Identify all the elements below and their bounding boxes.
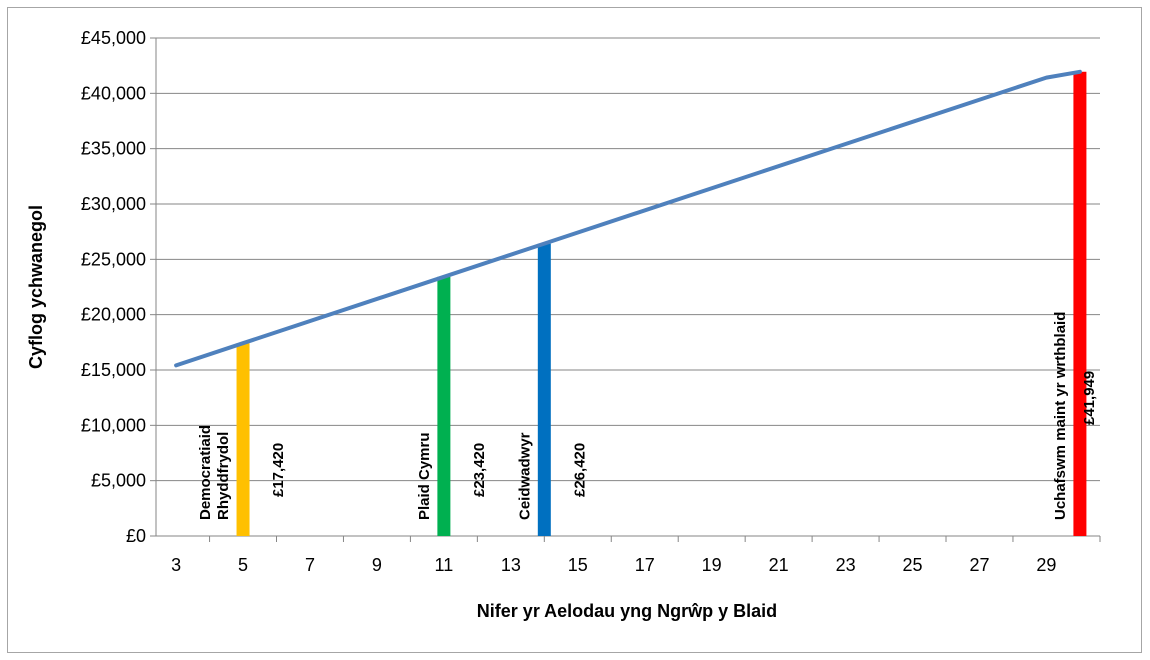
x-tick-label: 25 (903, 555, 923, 575)
y-tick-label: £35,000 (81, 139, 146, 159)
bar-labels: Democratiaid Rhyddfrydol £17,420 Plaid Cymr… (197, 312, 1098, 520)
tick-labels: £0 £5,000 £10,000 £15,000 £20,000 £25,000 £30,… (81, 28, 1057, 575)
x-axis-title: Nifer yr Aelodau yng Ngrŵp y Blaid (477, 601, 777, 621)
x-tick-label: 23 (836, 555, 856, 575)
bar-value-label: £23,420 (471, 443, 488, 497)
bar-value-label: £41,949 (1081, 371, 1098, 425)
bar-category-label: Ceidwadwyr (516, 432, 533, 520)
x-tick-label: 29 (1036, 555, 1056, 575)
x-tick-label: 27 (969, 555, 989, 575)
x-tick-label: 9 (372, 555, 382, 575)
y-tick-label: £25,000 (81, 249, 146, 269)
bar-category-label: Democratiaid (197, 425, 214, 520)
y-tick-label: £40,000 (81, 83, 146, 103)
x-tick-label: 5 (238, 555, 248, 575)
x-tick-label: 21 (769, 555, 789, 575)
series-line (174, 69, 1082, 368)
x-tick-label: 17 (635, 555, 655, 575)
bar-value-label: £17,420 (270, 443, 287, 497)
bars (236, 71, 1087, 537)
bar (236, 343, 250, 536)
y-tick-label: £20,000 (81, 305, 146, 325)
x-tick-label: 15 (568, 555, 588, 575)
y-tick-label: £30,000 (81, 194, 146, 214)
bar-category-label: Rhyddfrydol (215, 432, 232, 520)
bar (537, 243, 551, 537)
x-tick-label: 19 (702, 555, 722, 575)
bar-category-label: Plaid Cymru (416, 432, 433, 520)
bar-category-label: Uchafswm maint yr wrthblaid (1052, 312, 1069, 520)
series-line-path (174, 69, 1082, 368)
gridlines (156, 37, 1100, 482)
x-tick-label: 11 (435, 555, 454, 575)
y-tick-label: £10,000 (81, 415, 146, 435)
bar-value-label: £26,420 (571, 443, 588, 497)
y-axis-title: Cyflog ychwanegol (26, 205, 46, 369)
y-tick-label: £5,000 (91, 471, 146, 491)
axes (150, 37, 1101, 542)
bar (1073, 71, 1087, 536)
y-tick-label: £0 (126, 526, 146, 546)
chart-area (7, 7, 1142, 653)
x-tick-label: 13 (501, 555, 521, 575)
y-tick-label: £15,000 (81, 360, 146, 380)
bar (437, 276, 451, 536)
y-tick-label: £45,000 (81, 28, 146, 48)
x-tick-label: 3 (171, 555, 181, 575)
x-tick-label: 7 (305, 555, 315, 575)
